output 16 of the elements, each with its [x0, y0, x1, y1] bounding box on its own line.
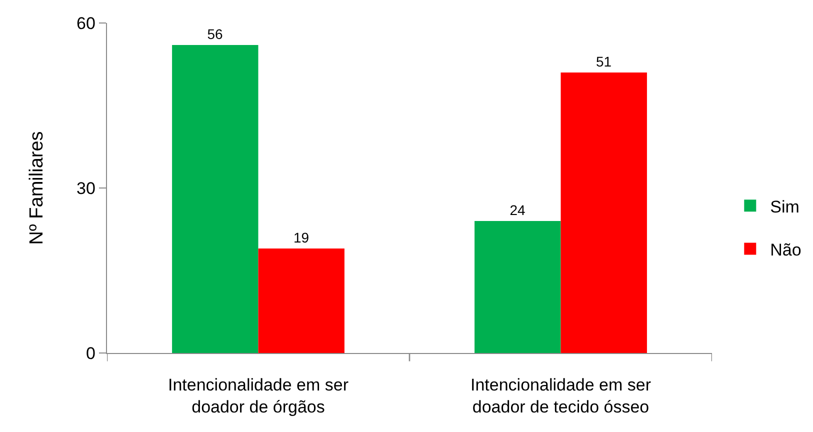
y-tick-label: 60	[76, 14, 96, 33]
bar	[474, 221, 561, 353]
bar	[560, 72, 647, 353]
legend-label: Sim	[770, 197, 800, 216]
y-tick-label: 30	[76, 178, 96, 198]
data-label: 19	[293, 230, 310, 246]
data-label: 24	[510, 202, 526, 218]
y-axis-title: Nº Familiares	[26, 131, 48, 245]
data-label: 51	[596, 54, 612, 70]
data-label: 56	[207, 26, 224, 42]
x-tick-label: Intencionalidade em ser doador de órgãos	[168, 376, 349, 417]
y-tick-label: 0	[86, 344, 96, 363]
legend-label: Não	[770, 240, 802, 260]
x-tick-label: Intencionalidade em ser doador de tecido ósseo	[470, 376, 652, 417]
bar	[258, 248, 344, 353]
bar	[172, 45, 258, 353]
